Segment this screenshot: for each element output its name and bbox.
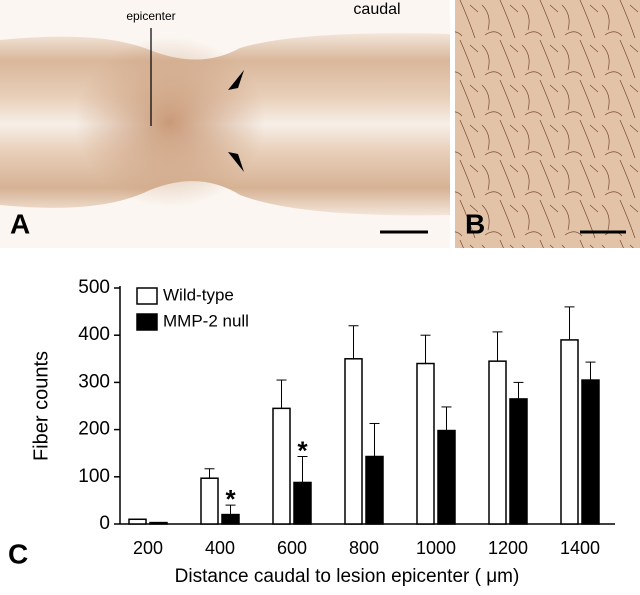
micrograph-b: B [455, 0, 640, 248]
y-tick-label: 500 [78, 277, 110, 298]
x-tick-label: 1200 [488, 538, 528, 558]
y-tick-label: 100 [78, 466, 110, 487]
bar [509, 398, 528, 525]
y-tick-label: 200 [78, 419, 110, 440]
bar [200, 477, 219, 525]
bar [149, 521, 168, 525]
x-tick-label: 800 [349, 538, 379, 558]
bar [581, 379, 600, 525]
y-axis-label: Fiber counts [30, 351, 52, 461]
x-axis-label: Distance caudal to lesion epicenter ( μm… [175, 566, 520, 587]
x-tick-label: 400 [205, 538, 235, 558]
bar [488, 360, 507, 525]
x-tick-label: 1000 [416, 538, 456, 558]
panel-label: B [465, 208, 485, 239]
x-tick-label: 600 [277, 538, 307, 558]
panel-label: C [8, 538, 28, 569]
bar [272, 407, 291, 525]
bar [437, 429, 456, 525]
x-tick-label: 200 [133, 538, 163, 558]
y-tick-label: 400 [78, 324, 110, 345]
y-tick-label: 0 [99, 513, 110, 534]
x-tick-label: 1400 [560, 538, 600, 558]
bar [416, 362, 435, 525]
annotation: caudal [353, 1, 400, 18]
bar [365, 455, 384, 525]
legend-label: Wild-type [163, 285, 234, 304]
bar [128, 518, 147, 525]
micrograph-a: epicenter caudal A [0, 0, 450, 248]
panel-label: A [10, 208, 30, 239]
bar [293, 481, 312, 525]
significance-marker: * [297, 435, 308, 465]
bar [560, 339, 579, 525]
annotation: epicenter [126, 9, 175, 23]
legend-swatch [136, 287, 158, 305]
legend-swatch [136, 313, 158, 331]
y-tick-label: 300 [78, 371, 110, 392]
legend-label: MMP-2 null [163, 311, 249, 330]
bar [344, 358, 363, 525]
bar [221, 513, 240, 525]
significance-marker: * [225, 484, 236, 514]
